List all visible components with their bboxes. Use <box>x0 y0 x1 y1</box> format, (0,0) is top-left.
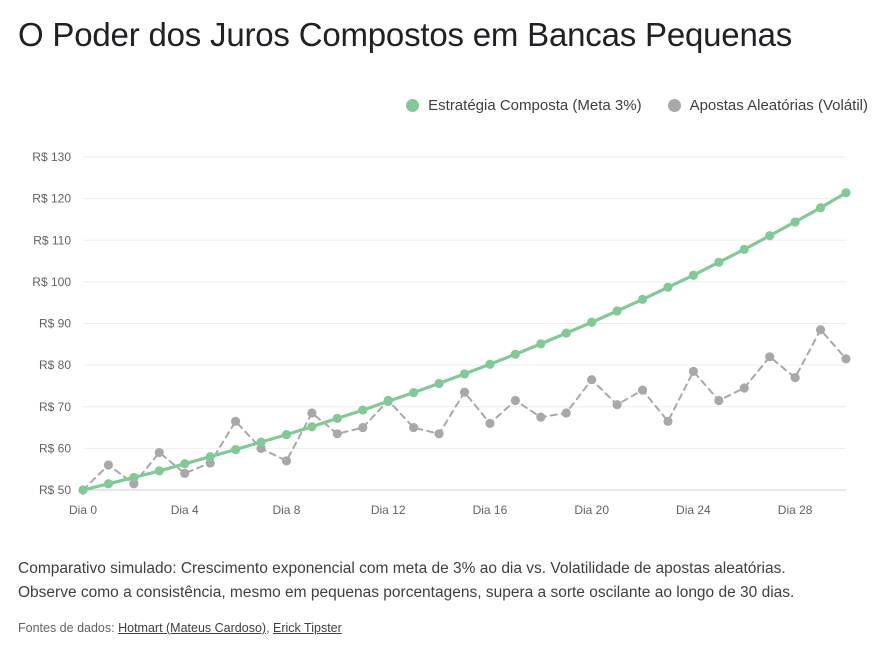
y-tick-label: R$ 70 <box>39 400 71 414</box>
data-point-random <box>714 395 724 406</box>
data-point-random <box>561 408 571 418</box>
data-point-compound <box>332 413 342 424</box>
data-point-random <box>688 366 699 376</box>
data-point-compound <box>307 422 317 432</box>
data-point-compound <box>765 231 775 241</box>
data-point-compound <box>637 294 648 304</box>
data-point-random <box>790 373 800 383</box>
data-point-compound <box>154 466 164 476</box>
data-point-compound <box>561 328 571 338</box>
series-line-compound <box>81 191 848 492</box>
chart-title: O Poder dos Juros Compostos em Bancas Pe… <box>18 16 793 53</box>
data-point-random <box>307 408 317 418</box>
data-point-random <box>154 447 164 458</box>
source-link-hotmart[interactable]: Hotmart (Mateus Cardoso) <box>118 621 267 635</box>
data-point-compound <box>587 317 597 327</box>
x-tick-label: Dia 16 <box>473 503 508 517</box>
legend-label-random: Apostas Aleatórias (Volátil) <box>689 97 868 114</box>
data-point-random <box>231 416 241 426</box>
data-point-random <box>841 354 851 364</box>
x-tick-label: Dia 8 <box>272 503 300 517</box>
data-point-compound <box>281 430 292 440</box>
data-point-random <box>332 429 342 439</box>
series-line-random <box>82 328 847 491</box>
x-tick-label: Dia 0 <box>69 503 97 517</box>
y-tick-label: R$ 120 <box>32 192 71 206</box>
data-point-random <box>765 352 775 362</box>
data-point-random <box>663 416 673 426</box>
data-point-compound <box>536 339 546 349</box>
data-point-random <box>180 468 190 478</box>
data-point-compound <box>612 306 622 316</box>
grid-lines <box>83 156 846 491</box>
series-lines <box>81 191 848 492</box>
legend-item-compound[interactable]: Estratégia Composta (Meta 3%) <box>406 97 642 114</box>
data-point-random <box>510 395 520 406</box>
y-tick-label: R$ 100 <box>32 275 71 289</box>
chart-legend: Estratégia Composta (Meta 3%) Apostas Al… <box>406 97 868 114</box>
caption-line-1: Comparativo simulado: Crescimento expone… <box>18 560 786 577</box>
data-point-random <box>409 422 419 433</box>
data-point-compound <box>841 188 851 198</box>
data-point-random <box>536 412 546 422</box>
y-tick-label: R$ 80 <box>39 358 71 372</box>
legend-item-random[interactable]: Apostas Aleatórias (Volátil) <box>667 97 868 114</box>
data-point-random <box>485 418 495 428</box>
data-point-compound <box>231 445 241 455</box>
data-point-compound <box>78 485 88 495</box>
data-point-compound <box>383 396 393 406</box>
data-point-compound <box>409 387 419 398</box>
x-axis-ticks: Dia 0 Dia 4 Dia 8 Dia 12 Dia 16 Dia 20 Dia 24 D… <box>69 503 813 517</box>
y-axis-ticks: R$ 50 R$ 60 R$ 70 R$ 80 R$ 90 R$ 100 R$ 110 R$ … <box>32 150 71 497</box>
x-tick-label: Dia 4 <box>171 503 199 517</box>
sources-prefix: Fontes de dados: <box>18 621 115 635</box>
data-point-compound <box>663 282 673 292</box>
chart-caption: Comparativo simulado: Crescimento expone… <box>18 557 878 605</box>
y-tick-label: R$ 50 <box>39 483 71 497</box>
data-point-random <box>281 456 292 466</box>
data-point-random <box>815 325 826 335</box>
source-link-erick-tipster[interactable]: Erick Tipster <box>273 621 342 635</box>
data-point-compound <box>739 244 749 255</box>
legend-label-compound: Estratégia Composta (Meta 3%) <box>428 97 642 114</box>
legend-swatch-random <box>667 99 681 112</box>
y-tick-label: R$ 60 <box>39 441 71 455</box>
sources-separator: , <box>266 621 270 635</box>
y-tick-label: R$ 110 <box>33 233 71 247</box>
data-sources: Fontes de dados: Hotmart (Mateus Cardoso… <box>18 621 342 635</box>
x-tick-label: Dia 12 <box>371 503 406 517</box>
data-point-compound <box>510 349 520 359</box>
data-point-compound <box>129 472 139 483</box>
x-tick-label: Dia 28 <box>778 503 813 517</box>
y-tick-label: R$ 130 <box>32 150 71 164</box>
x-tick-label: Dia 24 <box>676 503 711 517</box>
legend-swatch-compound <box>406 99 420 112</box>
data-point-compound <box>434 378 444 389</box>
x-tick-label: Dia 20 <box>574 503 609 517</box>
data-point-random <box>612 400 622 410</box>
y-tick-label: R$ 90 <box>39 317 71 331</box>
data-point-random <box>459 387 470 397</box>
data-point-compound <box>485 359 495 369</box>
data-point-compound <box>205 452 215 462</box>
data-point-compound <box>103 479 114 489</box>
data-point-compound <box>790 217 800 227</box>
caption-line-2: Observe como a consistência, mesmo em pe… <box>18 584 795 601</box>
data-point-random <box>587 375 597 385</box>
data-point-compound <box>688 270 699 280</box>
data-point-compound <box>256 437 266 447</box>
data-point-random <box>358 422 368 433</box>
data-point-random <box>739 383 749 393</box>
data-point-random <box>637 385 648 395</box>
data-point-compound <box>459 369 470 379</box>
data-point-compound <box>815 203 826 213</box>
data-point-compound <box>714 257 724 267</box>
line-chart: R$ 50 R$ 60 R$ 70 R$ 80 R$ 90 R$ 100 R$ 110 R$ … <box>32 150 851 517</box>
data-point-compound <box>180 459 190 469</box>
series-points <box>78 188 851 495</box>
data-point-random <box>103 460 114 470</box>
data-point-compound <box>358 405 368 415</box>
data-point-random <box>434 429 444 439</box>
